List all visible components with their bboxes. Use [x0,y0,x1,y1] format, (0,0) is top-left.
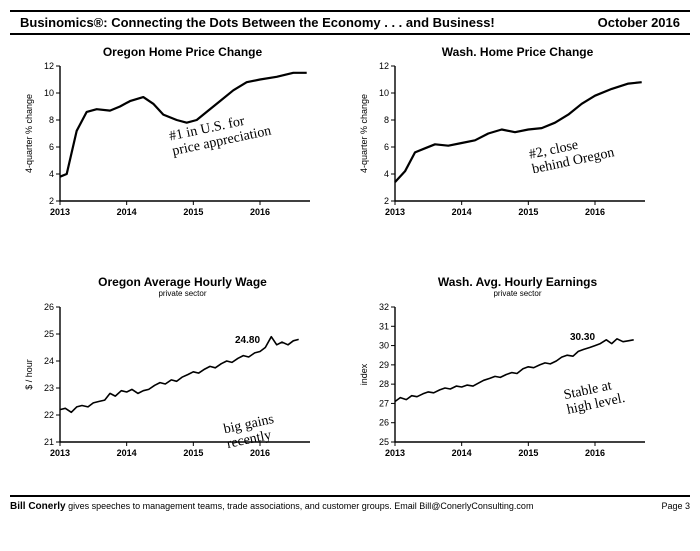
svg-text:4: 4 [49,169,54,179]
svg-text:23: 23 [44,383,54,393]
svg-text:10: 10 [44,88,54,98]
callout-label: 30.30 [570,332,595,343]
svg-text:2015: 2015 [518,448,538,458]
chart-title: Wash. Avg. Hourly Earnings [355,275,680,289]
chart-oregon_wage: 21 22 23 24 25 26 2013 2014 2015 2016 $ / hour [20,302,320,467]
cell-wash-earnings: Wash. Avg. Hourly Earningsprivate sector… [355,275,680,485]
svg-text:22: 22 [44,410,54,420]
svg-text:2014: 2014 [452,207,472,217]
chart-title: Wash. Home Price Change [355,45,680,59]
svg-text:26: 26 [379,418,389,428]
footer-page: Page 3 [661,501,690,512]
footer-author: Bill Conerly [10,501,66,512]
svg-text:2016: 2016 [250,207,270,217]
svg-text:2014: 2014 [117,448,137,458]
svg-text:4-quarter % change: 4-quarter % change [24,94,34,173]
svg-text:2016: 2016 [585,207,605,217]
chart-subtitle: private sector [20,289,345,298]
svg-text:2015: 2015 [518,207,538,217]
svg-text:29: 29 [379,360,389,370]
header-date: October 2016 [598,15,680,30]
svg-text:4-quarter % change: 4-quarter % change [359,94,369,173]
svg-text:28: 28 [379,379,389,389]
header-title: Businomics®: Connecting the Dots Between… [20,15,495,30]
footer-bar: Bill Conerly gives speeches to managemen… [10,495,690,516]
svg-text:6: 6 [49,142,54,152]
chart-grid: Oregon Home Price Change2468101220132014… [0,35,700,495]
svg-text:6: 6 [384,142,389,152]
header-bar: Businomics®: Connecting the Dots Between… [10,10,690,35]
chart-oregon_price: 2 4 6 8 10 12 2013 2014 2015 2016 4-quarter % chan… [20,61,320,226]
cell-oregon-price: Oregon Home Price Change 2 4 6 8 10 12 2013 2014… [20,45,345,255]
svg-text:2013: 2013 [50,448,70,458]
chart-wash_price: 2 4 6 8 10 12 2013 2014 2015 2016 4-quarter % chan… [355,61,655,226]
chart-subtitle: private sector [355,289,680,298]
svg-text:2014: 2014 [452,448,472,458]
footer-left: Bill Conerly gives speeches to managemen… [10,501,533,512]
svg-text:index: index [359,363,369,385]
cell-oregon-wage: Oregon Average Hourly Wageprivate sector… [20,275,345,485]
svg-text:12: 12 [379,61,389,71]
footer-blurb: gives speeches to management teams, trad… [66,501,534,511]
svg-text:24: 24 [44,356,54,366]
svg-text:2016: 2016 [250,448,270,458]
svg-text:27: 27 [379,398,389,408]
svg-text:10: 10 [379,88,389,98]
svg-text:2: 2 [49,196,54,206]
svg-text:25: 25 [44,329,54,339]
svg-text:2016: 2016 [585,448,605,458]
svg-text:25: 25 [379,437,389,447]
svg-text:8: 8 [384,115,389,125]
svg-text:21: 21 [44,437,54,447]
svg-text:4: 4 [384,169,389,179]
svg-text:2013: 2013 [385,207,405,217]
svg-text:2015: 2015 [183,448,203,458]
svg-text:2015: 2015 [183,207,203,217]
svg-text:31: 31 [379,321,389,331]
svg-text:2: 2 [384,196,389,206]
callout-label: 24.80 [235,335,260,346]
svg-text:$ / hour: $ / hour [24,359,34,390]
svg-text:2013: 2013 [50,207,70,217]
chart-title: Oregon Average Hourly Wage [20,275,345,289]
chart-wash_earnings: 25 26 27 28 29 30 31 32 2013 2014 2015 2016 index [355,302,655,467]
svg-text:2014: 2014 [117,207,137,217]
svg-text:32: 32 [379,302,389,312]
chart-title: Oregon Home Price Change [20,45,345,59]
cell-wash-price: Wash. Home Price Change24681012201320142… [355,45,680,255]
svg-text:30: 30 [379,341,389,351]
svg-text:8: 8 [49,115,54,125]
svg-text:26: 26 [44,302,54,312]
svg-text:2013: 2013 [385,448,405,458]
svg-text:12: 12 [44,61,54,71]
